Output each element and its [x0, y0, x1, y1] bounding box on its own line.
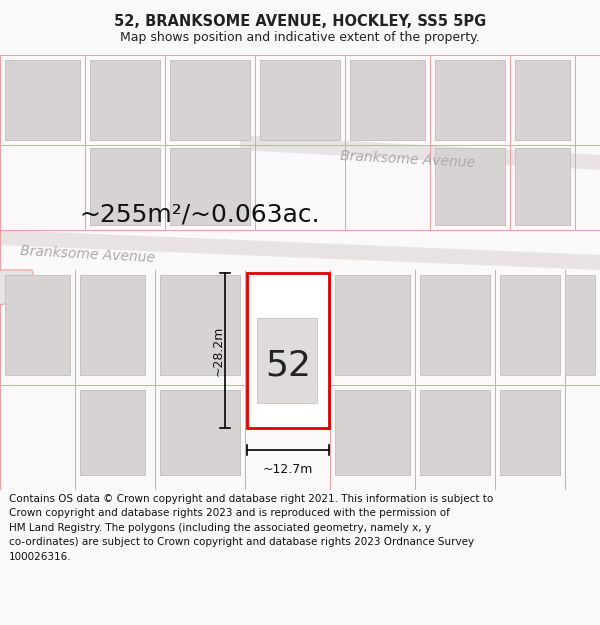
- Bar: [420, 390, 490, 475]
- Bar: [80, 275, 145, 375]
- Bar: [90, 148, 160, 225]
- Bar: [260, 60, 340, 140]
- Text: ~255m²/~0.063ac.: ~255m²/~0.063ac.: [80, 203, 320, 227]
- Bar: [170, 60, 250, 140]
- Bar: [90, 60, 160, 140]
- Polygon shape: [240, 135, 600, 170]
- Bar: [565, 275, 595, 375]
- Bar: [350, 60, 425, 140]
- Bar: [170, 148, 250, 225]
- Text: Branksome Avenue: Branksome Avenue: [340, 149, 475, 171]
- Text: ~28.2m: ~28.2m: [212, 325, 224, 376]
- Bar: [420, 275, 490, 375]
- Bar: [515, 148, 570, 225]
- Bar: [160, 275, 240, 375]
- Text: Branksome Avenue: Branksome Avenue: [20, 244, 155, 266]
- Text: 52: 52: [265, 349, 311, 382]
- Bar: [335, 390, 410, 475]
- Text: Contains OS data © Crown copyright and database right 2021. This information is : Contains OS data © Crown copyright and d…: [9, 494, 493, 562]
- Bar: [515, 60, 570, 140]
- Bar: [435, 148, 505, 225]
- Text: Map shows position and indicative extent of the property.: Map shows position and indicative extent…: [120, 31, 480, 44]
- Bar: [500, 390, 560, 475]
- Bar: [435, 60, 505, 140]
- Text: ~12.7m: ~12.7m: [263, 463, 313, 476]
- Polygon shape: [0, 230, 600, 270]
- Bar: [335, 275, 410, 375]
- Polygon shape: [0, 270, 35, 305]
- Bar: [80, 390, 145, 475]
- Text: 52, BRANKSOME AVENUE, HOCKLEY, SS5 5PG: 52, BRANKSOME AVENUE, HOCKLEY, SS5 5PG: [114, 14, 486, 29]
- Bar: [5, 60, 80, 140]
- Bar: [247, 273, 329, 428]
- Bar: [160, 390, 240, 475]
- Bar: [500, 275, 560, 375]
- Bar: [5, 275, 70, 375]
- Bar: [257, 318, 317, 403]
